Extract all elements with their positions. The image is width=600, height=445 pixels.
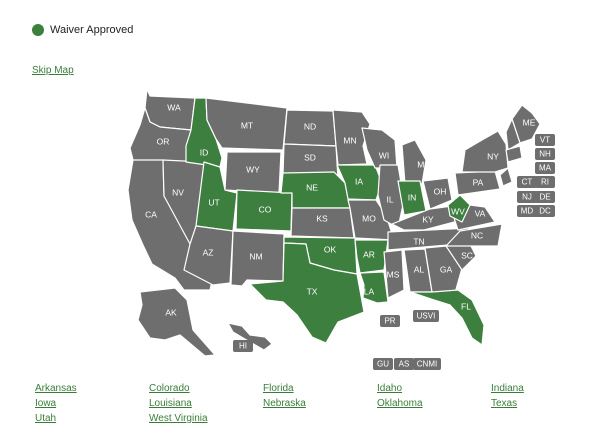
state-mi[interactable] — [401, 139, 427, 185]
state-fl[interactable] — [409, 289, 485, 346]
territory-badge-vt[interactable] — [535, 134, 555, 146]
states-layer — [127, 88, 541, 357]
new-england-shape-0 — [505, 118, 521, 151]
state-link-florida[interactable]: Florida — [263, 383, 294, 394]
territory-badge-ct[interactable] — [517, 176, 537, 188]
state-la[interactable] — [359, 271, 389, 304]
state-link-texas[interactable]: Texas — [491, 398, 518, 409]
state-link-iowa[interactable]: Iowa — [35, 398, 57, 409]
state-link-nebraska[interactable]: Nebraska — [263, 398, 306, 409]
state-tx[interactable] — [249, 242, 365, 344]
state-oh[interactable] — [422, 177, 453, 210]
map-legend: Waiver Approved — [32, 24, 133, 36]
new-england-shape-2 — [499, 167, 513, 187]
territory-badge-dc[interactable] — [535, 205, 555, 217]
territory-badge-as[interactable] — [394, 358, 414, 370]
state-wy[interactable] — [224, 151, 282, 194]
territory-badge-nj[interactable] — [517, 191, 537, 203]
territory-badge-pr[interactable] — [380, 315, 400, 327]
state-pa[interactable] — [454, 170, 501, 196]
state-link-utah[interactable]: Utah — [35, 413, 57, 424]
territory-badge-ri[interactable] — [535, 176, 555, 188]
territory-badge-ma[interactable] — [535, 162, 555, 174]
state-ms[interactable] — [383, 249, 405, 299]
state-wi[interactable] — [361, 127, 398, 169]
state-link-colorado[interactable]: Colorado — [149, 383, 190, 394]
approved-state-links: Arkansas Colorado Florida Idaho Indiana Iowa L… — [35, 383, 575, 424]
state-ks[interactable] — [290, 207, 355, 239]
us-map: WAORCANVIDMTWYUTAZCONMNDSDNEKSOKTXMNIAMO… — [127, 88, 555, 370]
state-ny[interactable] — [461, 130, 509, 173]
state-link-indiana[interactable]: Indiana — [491, 383, 524, 394]
state-nm[interactable] — [230, 230, 285, 287]
state-badge-hi[interactable] — [233, 340, 253, 352]
state-ak[interactable] — [137, 287, 216, 357]
state-mt[interactable] — [205, 97, 288, 151]
state-link-west-virginia[interactable]: West Virginia — [149, 413, 208, 424]
state-hi[interactable] — [227, 322, 273, 351]
state-link-arkansas[interactable]: Arkansas — [35, 383, 77, 394]
state-link-idaho[interactable]: Idaho — [377, 383, 403, 394]
state-link-louisiana[interactable]: Louisiana — [149, 398, 192, 409]
state-wv[interactable] — [447, 194, 471, 223]
state-ar[interactable] — [354, 239, 389, 274]
state-nd[interactable] — [283, 109, 337, 147]
territory-badge-usvi[interactable] — [413, 310, 439, 322]
legend-swatch — [32, 24, 44, 36]
state-link-oklahoma[interactable]: Oklahoma — [377, 398, 423, 409]
territory-badge-cnmi[interactable] — [413, 358, 441, 370]
state-mn[interactable] — [332, 109, 371, 166]
territory-badge-md[interactable] — [517, 205, 537, 217]
legend-label: Waiver Approved — [50, 24, 134, 36]
state-nc[interactable] — [445, 223, 503, 247]
new-england-shape-1 — [505, 145, 523, 163]
state-co[interactable] — [235, 189, 293, 232]
territory-badge-de[interactable] — [535, 191, 555, 203]
state-ga[interactable] — [424, 245, 463, 294]
territory-badge-gu[interactable] — [373, 358, 393, 370]
skip-map-link[interactable]: Skip Map — [32, 65, 74, 76]
territory-badge-nh[interactable] — [535, 148, 555, 160]
